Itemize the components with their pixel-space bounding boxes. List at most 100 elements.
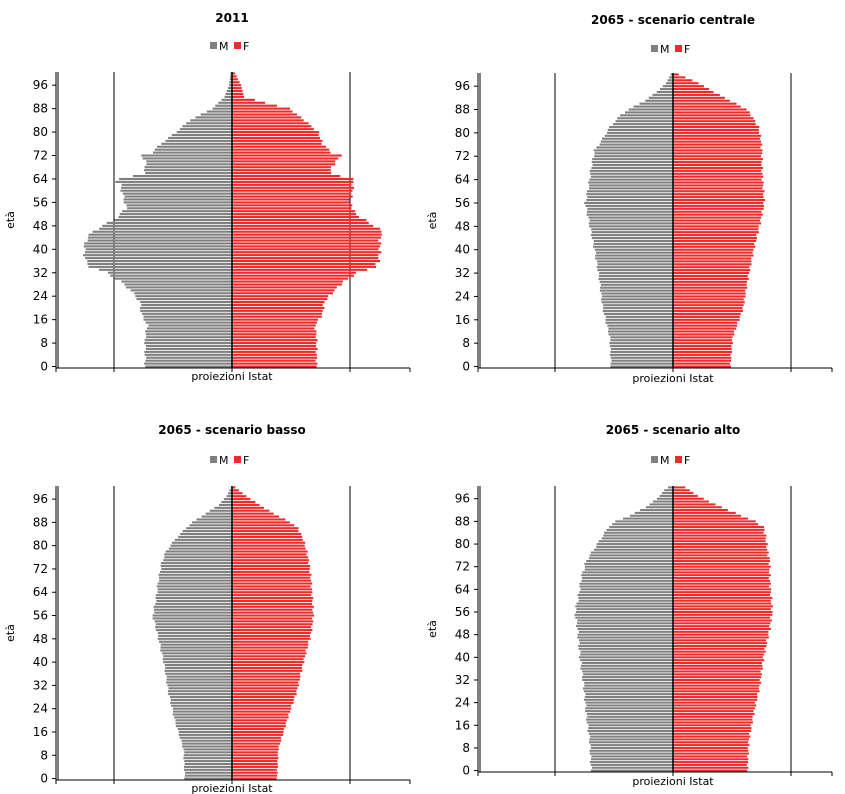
bar-f-age-43 — [673, 647, 765, 650]
bar-m-age-18 — [142, 312, 232, 315]
bar-m-age-19 — [587, 715, 673, 718]
bar-f-age-33 — [232, 268, 368, 271]
y-tick-label: 0 — [40, 772, 48, 786]
bar-f-age-76 — [673, 143, 763, 146]
x-axis-title: proiezioni Istat — [632, 372, 714, 385]
bar-m-age-22 — [585, 707, 673, 710]
bar-m-age-95 — [659, 88, 673, 91]
bar-f-age-5 — [232, 350, 316, 353]
bar-m-age-18 — [175, 725, 232, 728]
bar-m-age-10 — [146, 336, 232, 339]
bar-m-age-73 — [160, 565, 232, 568]
bar-f-age-32 — [673, 272, 750, 275]
bar-f-age-66 — [673, 582, 771, 585]
bar-f-age-82 — [673, 537, 766, 540]
bar-m-age-39 — [84, 251, 233, 254]
bar-m-age-49 — [106, 221, 232, 224]
bar-f-age-48 — [232, 224, 374, 227]
bar-f-age-94 — [673, 503, 716, 506]
bar-f-age-64 — [673, 588, 772, 591]
y-tick-label: 8 — [40, 336, 48, 350]
bar-f-age-64 — [232, 177, 354, 181]
bar-m-age-26 — [599, 289, 673, 292]
bar-m-age-8 — [609, 342, 673, 345]
bar-f-age-14 — [673, 324, 738, 327]
bar-m-age-100 — [670, 73, 673, 76]
y-tick-label: 96 — [455, 79, 470, 93]
y-tick-label: 64 — [33, 585, 48, 599]
bar-m-age-41 — [162, 658, 232, 661]
bar-f-age-78 — [673, 548, 768, 551]
bar-m-age-38 — [581, 661, 673, 664]
bar-f-age-34 — [673, 266, 750, 269]
bar-m-age-36 — [165, 672, 232, 675]
bar-f-age-85 — [232, 530, 299, 533]
y-axis-title: età — [4, 211, 17, 229]
bar-f-age-90 — [673, 102, 737, 105]
y-tick-label: 88 — [455, 514, 470, 528]
bar-m-age-0 — [591, 769, 673, 772]
bar-m-age-98 — [661, 492, 673, 495]
bar-m-age-55 — [126, 204, 232, 207]
bar-f-age-4 — [673, 758, 749, 761]
bar-f-age-87 — [673, 523, 759, 526]
bar-m-age-88 — [615, 520, 673, 523]
bar-f-age-60 — [673, 190, 765, 193]
bar-m-age-29 — [121, 280, 232, 283]
bar-f-age-66 — [232, 585, 311, 588]
bar-m-age-32 — [107, 271, 232, 274]
bar-f-age-53 — [232, 623, 313, 626]
bar-f-age-69 — [673, 574, 771, 577]
bar-f-age-3 — [232, 356, 318, 359]
bar-m-age-0 — [145, 365, 232, 368]
bar-m-age-29 — [583, 687, 673, 690]
bar-f-age-28 — [232, 283, 343, 286]
bar-m-age-80 — [170, 544, 232, 547]
bar-m-age-13 — [181, 739, 232, 742]
bar-f-age-100 — [673, 486, 686, 489]
bar-m-age-48 — [589, 225, 673, 228]
bar-f-age-19 — [232, 309, 323, 312]
bar-f-age-8 — [232, 342, 317, 345]
bar-m-age-63 — [579, 591, 673, 594]
bar-m-age-57 — [576, 608, 673, 611]
bar-f-age-87 — [673, 111, 750, 114]
bar-m-age-45 — [579, 642, 673, 645]
bar-m-age-29 — [599, 280, 673, 283]
bar-m-age-44 — [578, 644, 673, 648]
bar-f-age-62 — [673, 184, 764, 187]
bar-f-age-73 — [232, 151, 331, 154]
y-tick-label: 32 — [455, 673, 470, 687]
bar-m-age-66 — [590, 172, 673, 175]
bar-m-age-86 — [620, 114, 673, 117]
bar-m-age-93 — [645, 506, 673, 509]
bar-f-age-1 — [232, 362, 318, 365]
bar-m-age-85 — [182, 530, 232, 533]
bar-f-age-46 — [232, 643, 309, 646]
bar-f-age-26 — [673, 289, 746, 292]
bar-f-age-27 — [673, 286, 748, 289]
bar-f-age-20 — [673, 712, 755, 715]
bar-m-age-88 — [192, 521, 232, 524]
bar-f-age-41 — [673, 653, 764, 656]
bar-f-age-30 — [673, 277, 749, 280]
bar-m-age-53 — [577, 619, 673, 622]
bar-m-age-31 — [584, 681, 673, 684]
x-axis-title: proiezioni Istat — [191, 370, 273, 383]
bar-f-age-12 — [232, 742, 281, 745]
bar-m-age-83 — [612, 123, 673, 126]
bar-f-age-68 — [232, 166, 331, 169]
bar-m-age-48 — [102, 224, 232, 227]
y-tick-label: 16 — [33, 313, 48, 327]
bar-m-age-27 — [585, 693, 673, 696]
bar-m-age-99 — [230, 75, 232, 78]
bar-m-age-24 — [585, 701, 673, 704]
bar-f-age-37 — [232, 669, 303, 672]
bar-m-age-20 — [140, 306, 232, 309]
bar-m-age-30 — [598, 277, 673, 280]
bar-f-age-83 — [232, 535, 303, 538]
bar-f-age-24 — [232, 295, 329, 298]
bar-f-age-39 — [673, 251, 753, 254]
bar-m-age-54 — [154, 620, 232, 623]
bar-m-age-38 — [83, 254, 232, 257]
